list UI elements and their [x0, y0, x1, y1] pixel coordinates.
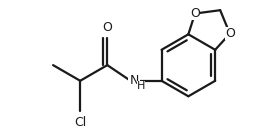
Text: O: O [225, 27, 235, 40]
Text: Cl: Cl [74, 116, 86, 129]
Text: N: N [130, 74, 139, 87]
Text: H: H [137, 81, 145, 91]
Text: O: O [190, 7, 200, 20]
Text: O: O [102, 21, 112, 34]
